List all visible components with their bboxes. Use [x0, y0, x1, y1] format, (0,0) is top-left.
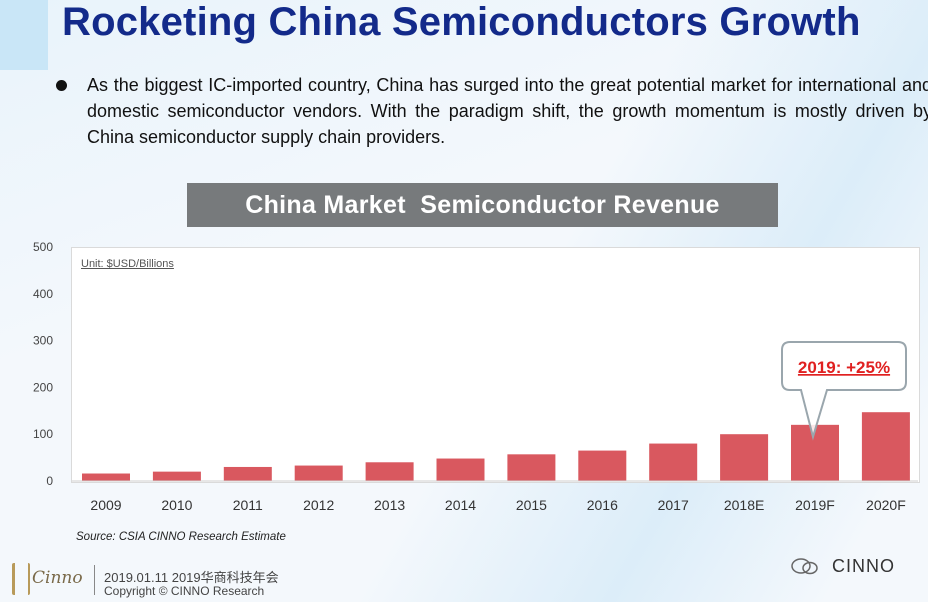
bar-2018e [720, 434, 769, 481]
y-tick-label: 0 [46, 474, 53, 488]
logo-icon [12, 563, 30, 595]
footer-copyright: Copyright © CINNO Research [104, 584, 265, 598]
footer-event: 2019.01.11 2019华商科技年会 [104, 570, 279, 585]
bullet-icon [56, 80, 67, 91]
x-tick-label: 2019F [795, 497, 835, 513]
bar-2017 [649, 443, 698, 481]
y-tick-label: 300 [33, 334, 53, 348]
y-tick-label: 100 [33, 427, 53, 441]
x-tick-label: 2010 [161, 497, 192, 513]
x-tick-label: 2012 [303, 497, 334, 513]
bar-2020f [861, 412, 910, 481]
x-tick-label: 2014 [445, 497, 476, 513]
bar-2015 [507, 454, 556, 481]
y-tick-label: 200 [33, 380, 53, 394]
bullet-text: As the biggest IC-imported country, Chin… [87, 75, 928, 147]
bar-2019f [791, 424, 839, 481]
y-tick-label: 400 [33, 287, 53, 301]
callout-text: 2019: +25% [798, 358, 890, 377]
x-tick-label: 2017 [658, 497, 689, 513]
wechat-icon [791, 558, 818, 575]
unit-label: Unit: $USD/Billions [81, 258, 174, 270]
y-tick-label: 500 [33, 240, 53, 254]
chart-title: China Market Semiconductor Revenue [187, 183, 778, 227]
bar-2011 [223, 466, 272, 481]
x-tick-label: 2015 [516, 497, 547, 513]
x-tick-label: 2016 [587, 497, 618, 513]
company-logo: Cinno [32, 568, 83, 588]
bar-2014 [436, 458, 485, 481]
slide-title: Rocketing China Semiconductors Growth [62, 0, 861, 44]
source-note: Source: CSIA CINNO Research Estimate [76, 531, 286, 543]
callout-bubble [781, 341, 907, 441]
bar-2009 [82, 473, 130, 481]
x-tick-label: 2018E [724, 497, 764, 513]
bar-2010 [152, 471, 201, 481]
x-tick-label: 2013 [374, 497, 405, 513]
bar-2012 [294, 465, 343, 481]
bar-2013 [365, 462, 414, 481]
footer-divider [94, 565, 95, 595]
bar-2016 [578, 450, 627, 481]
x-tick-label: 2020F [866, 497, 906, 513]
plot-area [71, 247, 920, 483]
x-tick-label: 2009 [90, 497, 121, 513]
watermark-text: CINNO [832, 556, 895, 576]
header-accent-band [0, 0, 48, 70]
x-tick-label: 2011 [233, 497, 263, 513]
